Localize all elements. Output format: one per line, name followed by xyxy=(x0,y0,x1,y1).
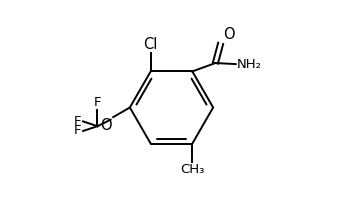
Text: Cl: Cl xyxy=(143,37,158,52)
Text: F: F xyxy=(74,115,81,128)
Text: O: O xyxy=(223,27,234,42)
Text: F: F xyxy=(94,96,101,109)
Text: F: F xyxy=(74,124,81,138)
Text: CH₃: CH₃ xyxy=(180,163,204,176)
Text: NH₂: NH₂ xyxy=(237,58,262,71)
Text: O: O xyxy=(100,118,112,133)
